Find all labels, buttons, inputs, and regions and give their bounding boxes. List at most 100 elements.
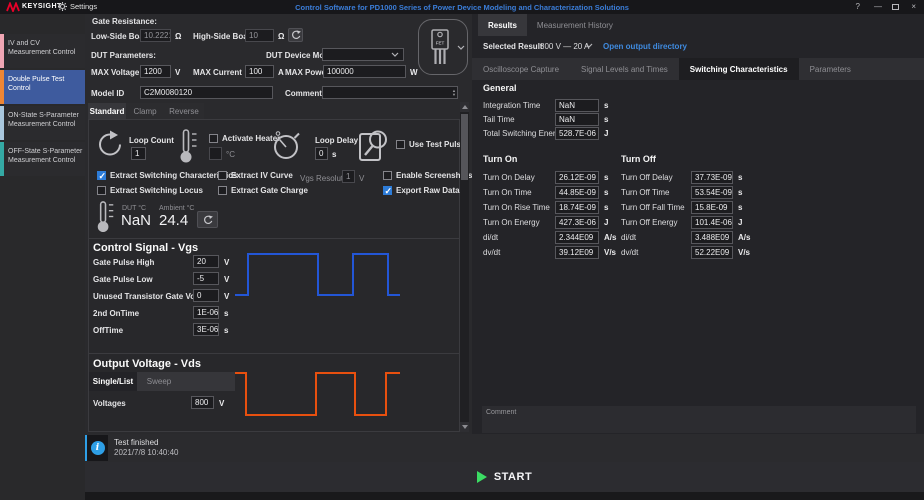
checkbox-box xyxy=(396,140,405,149)
sidebar-item-on-state-s-parameter[interactable]: ON-State S-Parameter Measurement Control xyxy=(0,106,85,140)
ambient-temp-value: 24.4 xyxy=(159,212,189,229)
selected-result-label: Selected Result xyxy=(483,42,543,51)
subtab-switching-characteristics[interactable]: Switching Characteristics xyxy=(678,58,799,80)
heater-setpoint-input[interactable] xyxy=(209,147,222,160)
loop-delay-input[interactable]: 0 xyxy=(315,147,328,160)
enable-screenshots-checkbox[interactable]: Enable Screenshots xyxy=(383,171,472,180)
unused-transistor-gate-voltage-input[interactable]: 0 xyxy=(193,289,219,302)
close-button[interactable]: × xyxy=(911,2,916,11)
loop-count-input[interactable]: 1 xyxy=(131,147,146,160)
second-ontime-label: 2nd OnTime xyxy=(93,309,140,318)
activate-heater-checkbox[interactable]: Activate Heater xyxy=(209,134,280,143)
model-id-label: Model ID xyxy=(91,89,125,98)
selected-result-dropdown[interactable]: 800 V — 20 A xyxy=(540,42,590,51)
turn-on-didt-unit: A/s xyxy=(604,233,617,242)
max-power-input[interactable]: 100000 xyxy=(323,65,406,78)
dut-temp-label: DUT °C xyxy=(122,205,147,212)
sidebar-item-off-state-s-parameter[interactable]: OFF-State S-Parameter Measurement Contro… xyxy=(0,142,85,176)
loop-delay-unit: s xyxy=(332,150,337,159)
window-title: Control Software for PD1000 Series of Po… xyxy=(295,3,629,12)
voltages-input[interactable]: 800 xyxy=(191,396,214,409)
high-side-board-label: High-Side Board xyxy=(193,32,256,41)
turn-off-delay-unit: s xyxy=(738,173,743,182)
tab-single-list[interactable]: Single/List xyxy=(89,372,137,391)
high-side-board-input[interactable]: 10 xyxy=(245,29,274,42)
sidebar-item-iv-cv-measurement[interactable]: IV and CV Measurement Control xyxy=(0,34,85,68)
settings-button[interactable]: Settings xyxy=(58,2,97,11)
chevron-down-icon xyxy=(585,43,593,48)
help-button[interactable]: ? xyxy=(855,2,860,11)
loop-delay-label: Loop Delay xyxy=(315,136,359,145)
second-ontime-input[interactable]: 1E-06 xyxy=(193,306,219,319)
checkbox-box xyxy=(218,171,227,180)
minimize-button[interactable]: — xyxy=(874,2,882,11)
tab-clamp[interactable]: Clamp xyxy=(133,106,157,116)
comment-textarea[interactable]: Comment xyxy=(482,406,916,433)
comments-spinner[interactable]: ▲ ▼ xyxy=(452,87,456,98)
tab-standard[interactable]: Standard xyxy=(88,103,126,119)
gate-pulse-high-input[interactable]: 20 xyxy=(193,255,219,268)
start-button[interactable]: START xyxy=(476,471,532,483)
integration-time-value: NaN xyxy=(555,99,599,112)
sidebar-item-double-pulse-test[interactable]: Double Pulse Test Control xyxy=(0,70,85,104)
vgs-resolution-input[interactable]: 1 xyxy=(342,170,355,183)
heater-thermometer-icon xyxy=(180,129,197,163)
ambient-temp-label: Ambient °C xyxy=(159,205,195,212)
extract-gate-charge-checkbox[interactable]: Extract Gate Charge xyxy=(218,186,308,195)
subtab-parameters[interactable]: Parameters xyxy=(809,64,851,74)
turn-off-fall-time-unit: s xyxy=(738,203,743,212)
dut-device-mode-select[interactable] xyxy=(322,48,404,61)
low-side-board-input[interactable]: 10.2221 xyxy=(140,29,171,42)
turn-off-energy-value: 101.4E-06 xyxy=(691,216,733,229)
refresh-icon xyxy=(291,30,301,40)
checkbox-box xyxy=(383,171,392,180)
turn-off-didt-unit: A/s xyxy=(738,233,751,242)
device-package-selector[interactable]: FET xyxy=(418,19,468,75)
subtab-oscilloscope-capture[interactable]: Oscilloscope Capture xyxy=(483,64,560,74)
scrollbar-thumb[interactable] xyxy=(461,114,468,180)
temperature-thermometer-icon xyxy=(97,201,114,233)
scrollbar-up-button[interactable] xyxy=(460,102,469,112)
unused-transistor-gate-voltage-unit: V xyxy=(224,292,230,301)
max-power-unit: W xyxy=(410,68,418,77)
offtime-label: OffTime xyxy=(93,326,124,335)
low-side-board-label: Low-Side Board xyxy=(91,32,152,41)
scrollbar-down-button[interactable] xyxy=(460,422,469,432)
turn-on-time-label: Turn On Time xyxy=(483,188,532,197)
tab-measurement-history[interactable]: Measurement History xyxy=(536,20,613,30)
second-ontime-unit: s xyxy=(224,309,229,318)
refresh-temperature-button[interactable] xyxy=(197,211,218,228)
subtab-signal-levels-and-times[interactable]: Signal Levels and Times xyxy=(581,64,668,74)
vds-waveform xyxy=(235,372,400,416)
low-side-unit: Ω xyxy=(175,32,182,41)
tab-reverse[interactable]: Reverse xyxy=(169,106,199,116)
turn-on-dvdt-unit: V/s xyxy=(604,248,617,257)
turn-on-rise-time-value: 18.74E-09 xyxy=(555,201,599,214)
turn-on-time-value: 44.85E-09 xyxy=(555,186,599,199)
open-output-directory-link[interactable]: Open output directory xyxy=(603,42,687,51)
extract-switching-locus-checkbox[interactable]: Extract Switching Locus xyxy=(97,186,203,195)
turn-off-fall-time-value: 15.8E-09 xyxy=(691,201,733,214)
comments-input[interactable]: ▲ ▼ xyxy=(322,86,458,99)
model-id-input[interactable]: C2M0080120 xyxy=(140,86,273,99)
refresh-gate-resistance-button[interactable] xyxy=(288,28,303,42)
max-current-input[interactable]: 100 xyxy=(245,65,274,78)
titlebar: KEYSIGHT Settings Control Software for P… xyxy=(0,0,924,14)
extract-switching-characteristics-checkbox[interactable]: Extract Switching Characteristics xyxy=(97,171,237,182)
export-raw-data-checkbox[interactable]: Export Raw Data xyxy=(383,186,460,197)
offtime-input[interactable]: 3E-06 xyxy=(193,323,219,336)
spinner-up-icon: ▲ xyxy=(452,87,456,93)
gate-pulse-low-input[interactable]: -5 xyxy=(193,272,219,285)
unused-transistor-gate-voltage-label: Unused Transistor Gate Voltage xyxy=(93,292,214,301)
extract-iv-curve-checkbox[interactable]: Extract IV Curve xyxy=(218,171,293,180)
max-voltage-input[interactable]: 1200 xyxy=(140,65,171,78)
nav-stripe xyxy=(0,70,4,104)
left-panel-scrollbar[interactable] xyxy=(460,102,469,432)
results-tabbar: Results Measurement History xyxy=(478,14,623,36)
tab-results[interactable]: Results xyxy=(478,14,527,36)
tab-sweep[interactable]: Sweep xyxy=(146,377,172,386)
maximize-button[interactable] xyxy=(892,4,899,10)
gate-pulse-high-unit: V xyxy=(224,258,230,267)
use-test-pulse-checkbox[interactable]: Use Test Pulse xyxy=(396,140,465,149)
